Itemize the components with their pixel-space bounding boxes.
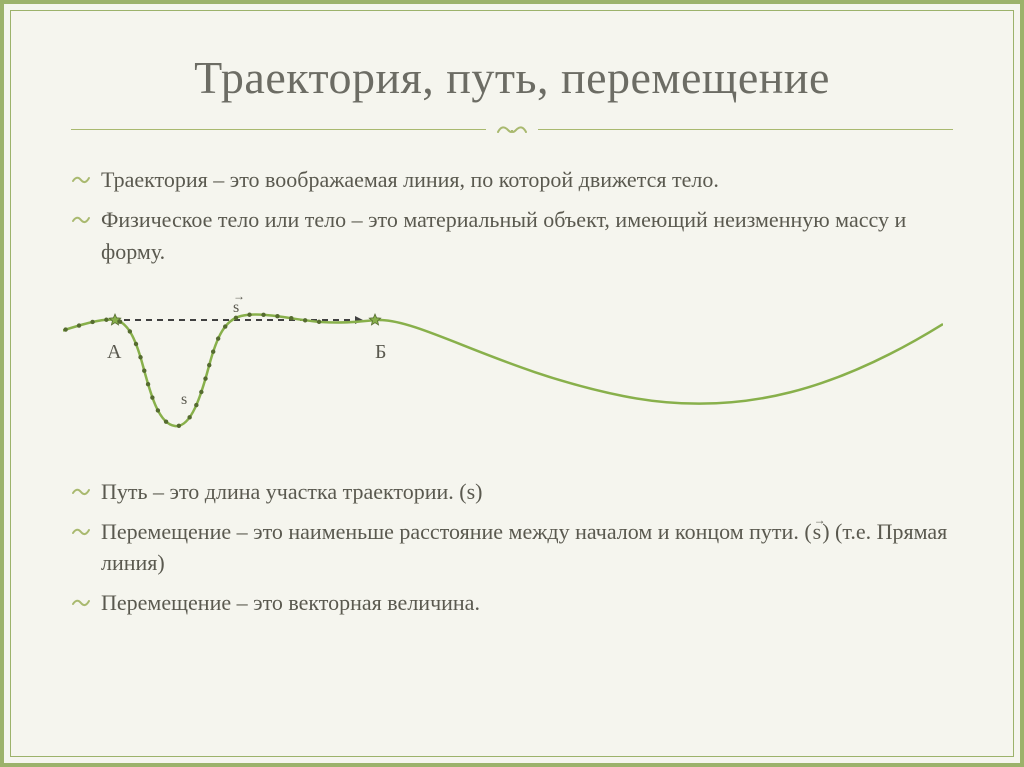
inner-frame: Траектория, путь, перемещение Траектория… bbox=[10, 10, 1014, 757]
bullet-icon bbox=[71, 590, 91, 619]
bullet-icon bbox=[71, 207, 91, 236]
path-length-label: s bbox=[181, 388, 187, 411]
bullet-item: Путь – это длина участка траектории. (s) bbox=[71, 476, 953, 508]
bullet-text: Физическое тело или тело – это материаль… bbox=[101, 204, 953, 268]
bullet-text: Перемещение – это наименьше расстояние м… bbox=[101, 516, 953, 580]
content-area: Траектория – это воображаемая линия, по … bbox=[71, 164, 953, 619]
trajectory-diagram: А Б → s s bbox=[63, 276, 943, 456]
divider-line-right bbox=[538, 129, 953, 130]
divider-line-left bbox=[71, 129, 486, 130]
bullet-icon bbox=[71, 167, 91, 196]
flourish-icon bbox=[486, 118, 538, 148]
outer-frame: Траектория, путь, перемещение Траектория… bbox=[0, 0, 1024, 767]
bullet-item: Траектория – это воображаемая линия, по … bbox=[71, 164, 953, 196]
title-divider bbox=[71, 114, 953, 144]
displacement-vector-label: → s bbox=[233, 296, 239, 319]
bullet-text: Путь – это длина участка траектории. (s) bbox=[101, 476, 953, 508]
point-b-label: Б bbox=[375, 338, 386, 367]
bullet-item: Перемещение – это векторная величина. bbox=[71, 587, 953, 619]
vector-s-symbol: →s bbox=[812, 516, 823, 548]
diagram-svg bbox=[63, 276, 943, 456]
bullet-text: Траектория – это воображаемая линия, по … bbox=[101, 164, 953, 196]
page-title: Траектория, путь, перемещение bbox=[71, 51, 953, 104]
bullet-item: Перемещение – это наименьше расстояние м… bbox=[71, 516, 953, 580]
bullet-icon bbox=[71, 519, 91, 548]
bullet-icon bbox=[71, 479, 91, 508]
bullet-item: Физическое тело или тело – это материаль… bbox=[71, 204, 953, 268]
point-a-label: А bbox=[107, 338, 121, 367]
bullet-text: Перемещение – это векторная величина. bbox=[101, 587, 953, 619]
